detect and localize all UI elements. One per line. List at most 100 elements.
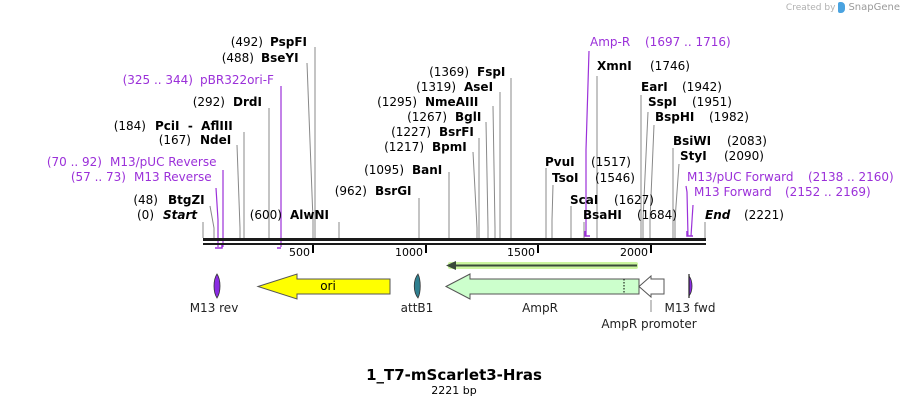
enzyme-pos: (962) xyxy=(335,184,367,198)
enzyme-pos: (1295) xyxy=(377,95,417,109)
credit-brand: SnapGene xyxy=(848,2,900,13)
primer-range: (57 .. 73) xyxy=(71,170,126,184)
enzyme-label-bsrfi[interactable]: BsrFI xyxy=(439,125,474,139)
enzyme-pos: (167) xyxy=(159,133,191,147)
feature-m13-rev[interactable] xyxy=(213,273,221,299)
enzyme-label-sspi[interactable]: SspI xyxy=(648,95,677,109)
snapgene-credit: Created by SnapGene xyxy=(786,2,900,13)
enzyme-pos: (1517) xyxy=(591,155,631,169)
features: ori xyxy=(213,273,693,312)
feature-attb1[interactable] xyxy=(413,273,421,299)
enzyme-pos: (488) xyxy=(222,51,254,65)
enzyme-pos: (1982) xyxy=(709,110,749,124)
snapgene-logo-icon xyxy=(838,2,846,13)
enzyme-pos: (1227) xyxy=(391,125,431,139)
enzyme-label-bsahi[interactable]: BsaHI xyxy=(583,208,622,222)
primer-label-m13-forward[interactable]: M13 Forward xyxy=(694,185,772,199)
enzyme-pos: (2221) xyxy=(744,208,784,222)
enzyme-label-bsphi[interactable]: BspHI xyxy=(655,110,694,124)
primer-range: (70 .. 92) xyxy=(47,155,102,169)
enzyme-label-eari[interactable]: EarI xyxy=(641,80,668,94)
enzyme-pos: (1627) xyxy=(614,193,654,207)
primer-label-m13-reverse[interactable]: M13 Reverse xyxy=(134,170,212,184)
feature-label-attb1: attB1 xyxy=(401,301,434,315)
enzyme-pos: (1267) xyxy=(407,110,447,124)
feature-ori[interactable]: ori xyxy=(256,273,391,300)
enzyme-label-fspi[interactable]: FspI xyxy=(477,65,505,79)
ruler-tick-label: 2000 xyxy=(620,246,648,259)
feature-label-m13-rev: M13 rev xyxy=(190,301,239,315)
enzyme-label-ndei[interactable]: NdeI xyxy=(200,133,231,147)
enzyme-label-styi[interactable]: StyI xyxy=(680,149,707,163)
enzyme-pos: (1095) xyxy=(364,163,404,177)
enzyme-pos: (600) xyxy=(250,208,282,222)
enzyme-label-bpmi[interactable]: BpmI xyxy=(432,140,467,154)
enzyme-pos: (1546) xyxy=(595,171,635,185)
enzyme-label-asei[interactable]: AseI xyxy=(464,80,493,94)
primer-binding-marks xyxy=(215,231,693,249)
enzyme-label-bgli[interactable]: BglI xyxy=(455,110,481,124)
enzyme-pos: (1684) xyxy=(637,208,677,222)
enzyme-label-btgzi[interactable]: BtgZI xyxy=(168,193,205,207)
enzyme-label-alwni[interactable]: AlwNI xyxy=(290,208,329,222)
plasmid-length: 2221 bp xyxy=(431,384,477,397)
primer-range: (325 .. 344) xyxy=(123,73,193,87)
primer-range: (1697 .. 1716) xyxy=(645,35,731,49)
enzyme-pos: (1942) xyxy=(682,80,722,94)
feature-labels: M13 rev attB1 AmpR AmpR promoter M13 fwd xyxy=(190,301,716,331)
ruler-tick-label: 1500 xyxy=(507,246,535,259)
enzyme-label-tsoi[interactable]: TsoI xyxy=(552,171,578,185)
ruler-tick-label: 500 xyxy=(289,246,310,259)
ampr-orf-arrow[interactable] xyxy=(446,261,638,270)
feature-m13-fwd[interactable] xyxy=(688,274,693,298)
enzyme-label-scai[interactable]: ScaI xyxy=(570,193,598,207)
enzyme-label-bsiwi[interactable]: BsiWI xyxy=(673,134,711,148)
enzyme-label-xmni[interactable]: XmnI xyxy=(597,59,632,73)
enzyme-pos: (1951) xyxy=(692,95,732,109)
ruler-tick-label: 1000 xyxy=(395,246,423,259)
enzyme-label-bseyi[interactable]: BseYI xyxy=(261,51,299,65)
primer-labels: (325 .. 344) pBR322ori-F (70 .. 92) M13/… xyxy=(47,35,894,199)
feature-label-ampr-promoter: AmpR promoter xyxy=(601,317,696,331)
feature-label-ori: ori xyxy=(320,279,336,293)
enzyme-pos: (1217) xyxy=(384,140,424,154)
enzyme-label-drdi[interactable]: DrdI xyxy=(233,95,262,109)
primer-range: (2138 .. 2160) xyxy=(808,170,894,184)
enzyme-pos: (292) xyxy=(193,95,225,109)
enzyme-pos: (2090) xyxy=(724,149,764,163)
feature-label-m13-fwd: M13 fwd xyxy=(665,301,716,315)
credit-prefix: Created by xyxy=(785,2,836,13)
enzyme-leader-lines xyxy=(202,47,706,238)
plasmid-name: 1_T7-mScarlet3-Hras xyxy=(366,366,542,384)
enzyme-labels-left: (492) PspFI (488) BseYI (292) DrdI (184)… xyxy=(114,35,506,222)
enzyme-label-pcii-aflIII[interactable]: PciI - AflIII xyxy=(155,119,233,133)
primer-label-pbr322ori-f[interactable]: pBR322ori-F xyxy=(200,73,274,87)
enzyme-pos: (48) xyxy=(133,193,158,207)
enzyme-pos: (2083) xyxy=(727,134,767,148)
enzyme-label-pspfi[interactable]: PspFI xyxy=(270,35,307,49)
end-label: End xyxy=(705,208,731,222)
primer-label-m13-puc-reverse[interactable]: M13/pUC Reverse xyxy=(110,155,217,169)
enzyme-pos: (1746) xyxy=(650,59,690,73)
feature-ampr-promoter[interactable] xyxy=(638,274,665,312)
ruler: 500 1000 1500 2000 xyxy=(289,245,652,259)
start-label: Start xyxy=(163,208,198,222)
enzyme-label-nmeaiii[interactable]: NmeAIII xyxy=(425,95,478,109)
enzyme-label-bani[interactable]: BanI xyxy=(412,163,442,177)
enzyme-pos: (1369) xyxy=(429,65,469,79)
enzyme-pos: (1319) xyxy=(416,80,456,94)
primer-label-amp-r[interactable]: Amp-R xyxy=(590,35,630,49)
primer-range: (2152 .. 2169) xyxy=(785,185,871,199)
enzyme-pos: (0) xyxy=(137,208,154,222)
enzyme-label-pvui[interactable]: PvuI xyxy=(545,155,575,169)
feature-label-ampr: AmpR xyxy=(522,301,558,315)
dna-backbone xyxy=(203,238,706,245)
enzyme-pos: (492) xyxy=(231,35,263,49)
enzyme-pos: (184) xyxy=(114,119,146,133)
primer-label-m13-puc-forward[interactable]: M13/pUC Forward xyxy=(687,170,794,184)
primer-leader-lines xyxy=(215,50,694,247)
enzyme-label-bsrgi[interactable]: BsrGI xyxy=(375,184,412,198)
enzyme-labels-right: XmnI (1746) EarI (1942) SspI (1951) BspH… xyxy=(545,59,784,222)
feature-ampr[interactable] xyxy=(444,273,640,300)
